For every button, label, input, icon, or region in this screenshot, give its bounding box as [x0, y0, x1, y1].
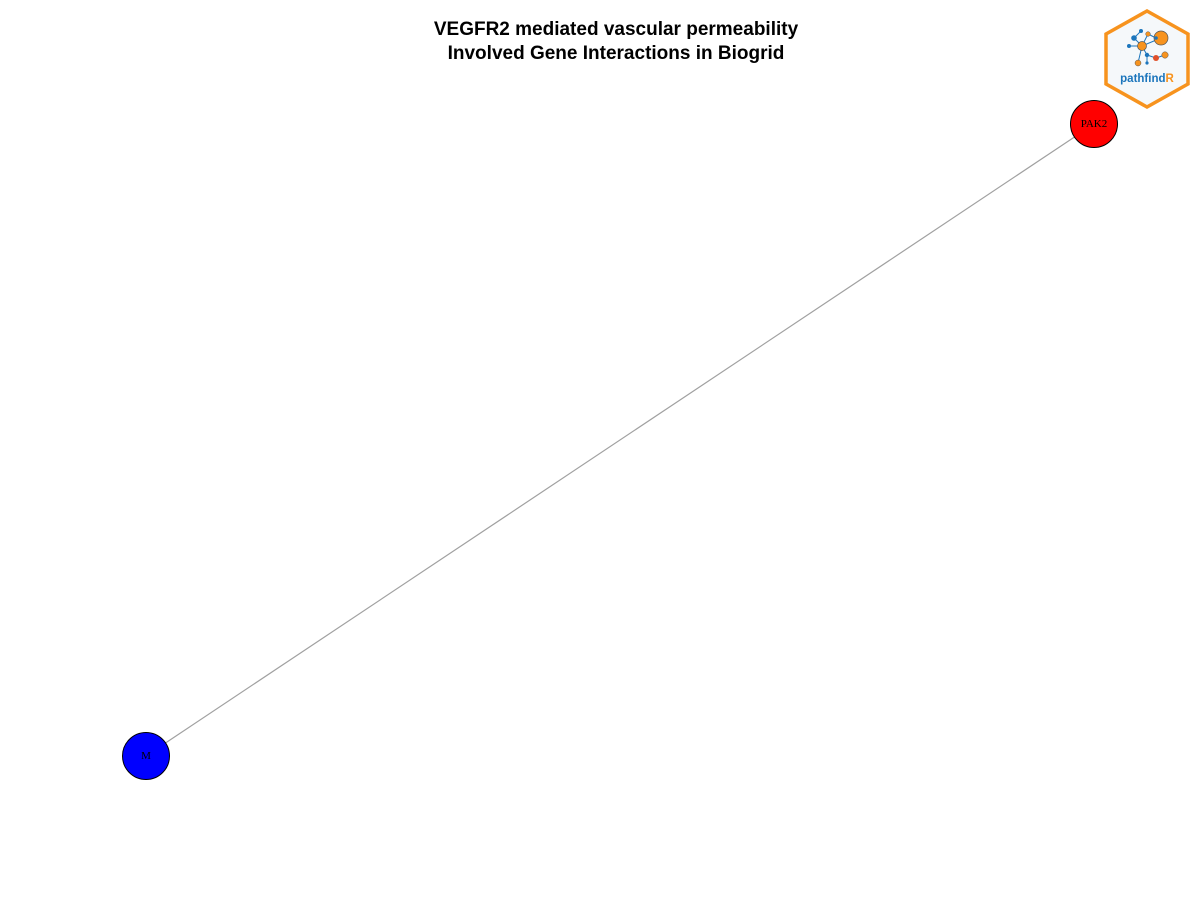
node-m[interactable]: M: [122, 732, 170, 780]
node-pak2-circle: [1070, 100, 1118, 148]
title-line-2: Involved Gene Interactions in Biogrid: [447, 43, 785, 64]
node-pak2[interactable]: PAK2: [1070, 100, 1118, 148]
network-icon-nodes: [1127, 29, 1169, 67]
title-line-1: VEGFR2 mediated vascular permeability: [433, 19, 799, 40]
logo-text: pathfindR: [1120, 73, 1174, 85]
node-pak2-label: PAK2: [1081, 118, 1108, 130]
pathfindr-logo: pathfindR: [1104, 8, 1190, 110]
edge-pak2-m: [145, 123, 1095, 757]
node-m-label: M: [141, 750, 151, 762]
node-m-circle: [122, 732, 170, 780]
chart-title: VEGFR2 mediated vascular permeability In…: [0, 18, 1200, 66]
